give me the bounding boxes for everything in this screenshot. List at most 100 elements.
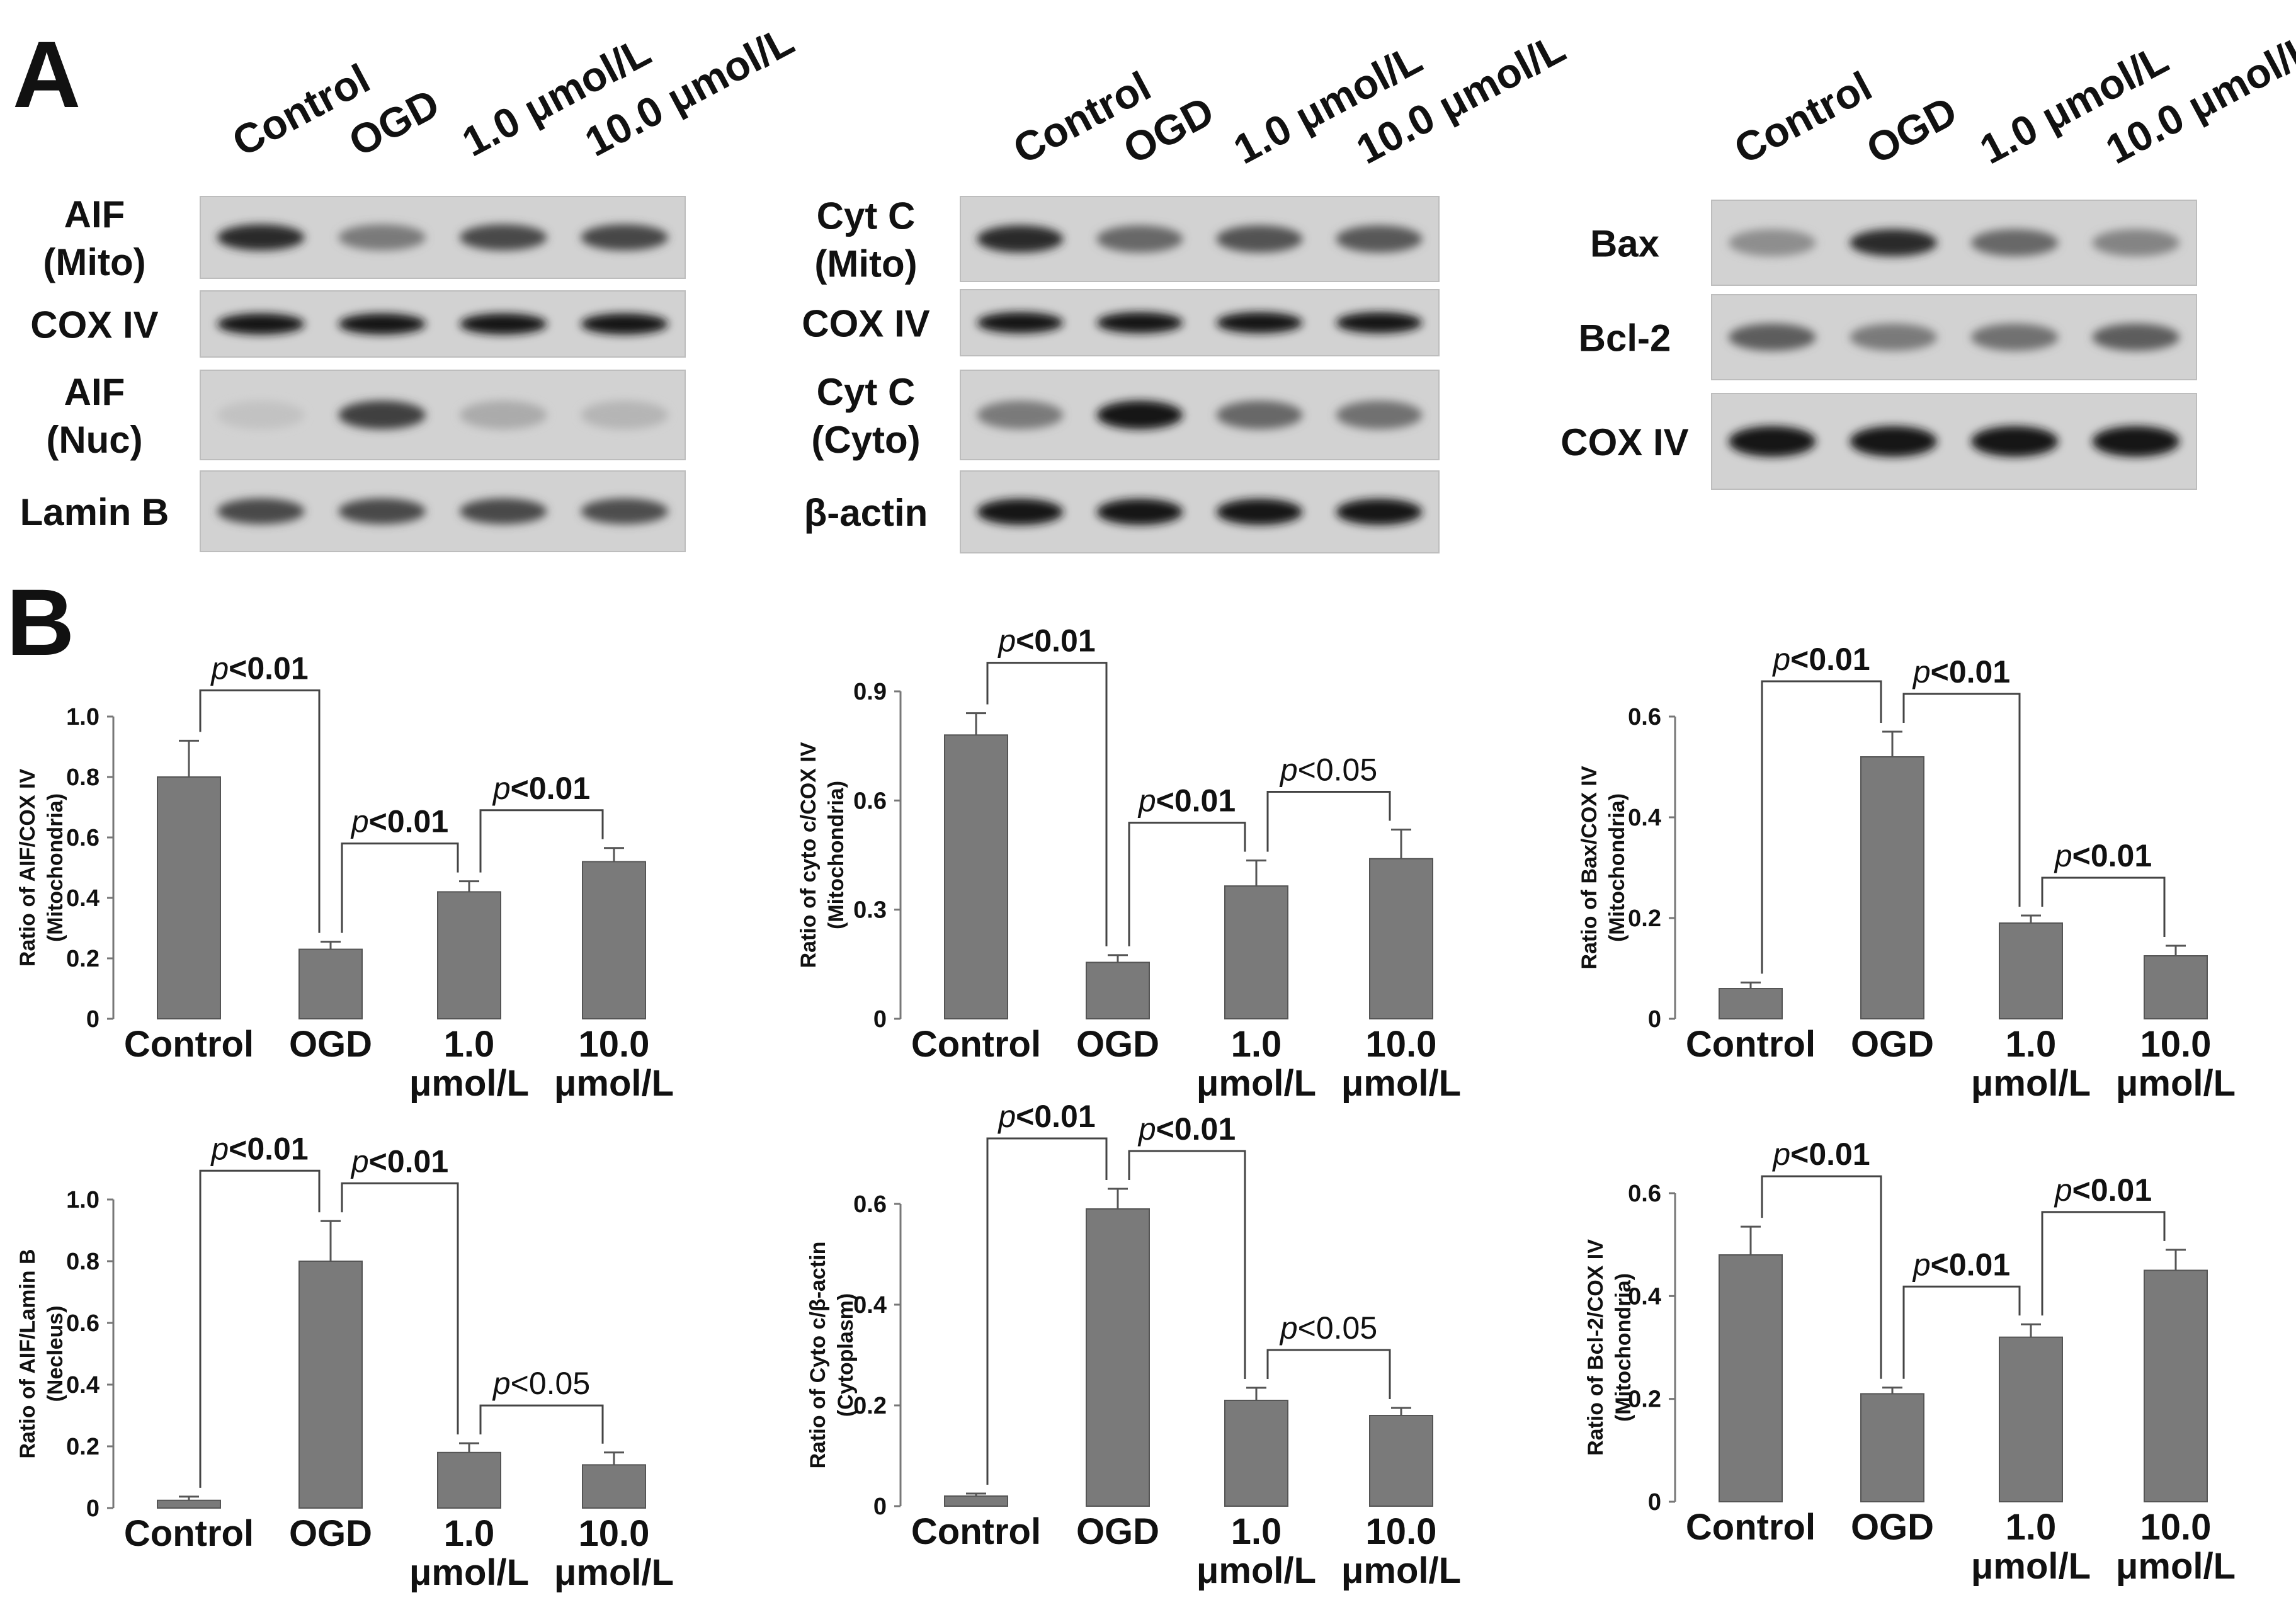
x-tick-label: 10.0	[2140, 1024, 2212, 1065]
bar-3	[582, 861, 646, 1020]
blot-row: β-actin	[804, 470, 1440, 553]
significance-bracket: p<0.05	[1266, 752, 1391, 852]
y-tick-label: 0.2	[1628, 905, 1661, 932]
chart-5: 0 0.2 0.4 0.6 Ratio of Cyto c/β-actin (Cytopl…	[806, 1099, 1461, 1591]
x-tick-label: 1.0	[2006, 1507, 2057, 1548]
y-tick-label: 0.8	[66, 1249, 99, 1275]
significance-bracket: p<0.01	[1128, 1111, 1246, 1379]
significance-bracket: p<0.01	[1761, 1137, 1882, 1379]
x-tick-label: 10.0	[2140, 1507, 2212, 1548]
blot-band	[1728, 426, 1816, 457]
bracket-line	[1761, 1175, 1882, 1379]
significance-bracket: p<0.01	[341, 804, 459, 933]
blot-row-label: Bcl-2	[1579, 317, 1671, 360]
blot-row-label: COX IV	[30, 304, 158, 346]
y-axis-label: Ratio of AIF/COX IV	[16, 769, 40, 967]
bracket-line	[1266, 1349, 1391, 1399]
significance-bracket: p<0.01	[479, 771, 604, 873]
blot-row: AIF (Mito)	[43, 193, 686, 283]
bracket-line	[341, 1182, 459, 1435]
significance-bracket: p<0.01	[2041, 1172, 2166, 1316]
bar-1	[298, 1261, 363, 1509]
blot-band	[459, 313, 547, 335]
x-tick-label: μmol/L	[1196, 1063, 1316, 1104]
blot-band	[1970, 323, 2059, 351]
bar-3	[1369, 1415, 1433, 1507]
significance-bracket: p<0.01	[2041, 838, 2166, 937]
blot-band	[1336, 400, 1423, 429]
blot-row-label: COX IV	[1560, 421, 1688, 463]
y-axis-label: (Necleus)	[43, 1305, 67, 1402]
blot-row-label: (Nuc)	[46, 419, 142, 461]
x-tick-label: μmol/L	[1971, 1546, 2091, 1587]
x-category-label: OGD	[1851, 1507, 1934, 1548]
x-tick-label: μmol/L	[1196, 1550, 1316, 1591]
blot-band	[1096, 499, 1183, 525]
p-value-label: p<0.05	[492, 1366, 590, 1401]
bracket-line	[1266, 791, 1391, 852]
y-tick-label: 0.4	[1628, 805, 1661, 831]
y-tick-label: 0	[873, 1494, 887, 1520]
x-tick-label: μmol/L	[554, 1063, 674, 1104]
x-tick-label: OGD	[289, 1513, 372, 1554]
bar-3	[2144, 1269, 2208, 1502]
bracket-line	[479, 809, 604, 873]
blot-row-label: (Mito)	[43, 241, 145, 283]
bracket-line	[986, 662, 1108, 946]
panel-label-b: B	[6, 569, 74, 675]
blot-row: Bax	[1590, 200, 2197, 286]
bar-0	[157, 1499, 221, 1509]
bar-1	[1860, 1393, 1924, 1502]
lane-label: Control	[1727, 62, 1879, 173]
bracket-line	[1902, 693, 2021, 907]
blot-band	[459, 224, 547, 251]
y-tick-label: 0.6	[853, 1191, 887, 1218]
chart-3: 0 0.2 0.4 0.6 Ratio of Bax/COX IV (Mitochondr…	[1577, 642, 2236, 1104]
blot-band	[1096, 312, 1183, 334]
x-tick-label: OGD	[1851, 1024, 1934, 1065]
bar-1	[1086, 1208, 1150, 1507]
bracket-line	[1128, 1150, 1246, 1379]
blot-band	[581, 498, 669, 525]
significance-bracket: p<0.05	[479, 1366, 604, 1444]
bar-1	[298, 948, 363, 1019]
blot-row: Cyt C (Mito)	[814, 195, 1440, 285]
blot-band	[1850, 323, 1938, 351]
y-tick-label: 0.9	[853, 679, 887, 705]
y-tick-label: 0	[873, 1006, 887, 1033]
blot-band	[338, 224, 426, 251]
y-axis-label: (Mitochondria)	[1605, 793, 1629, 942]
bar-0	[157, 776, 221, 1019]
blot-row-label: COX IV	[802, 303, 929, 345]
blot-band	[2092, 426, 2180, 457]
y-tick-label: 0.2	[66, 946, 99, 972]
x-category-label: Control	[1686, 1024, 1816, 1065]
blot-row-label: Cyt C	[817, 371, 916, 413]
bracket-line	[1128, 822, 1246, 946]
significance-bracket: p<0.01	[199, 650, 321, 933]
p-value-label: p<0.01	[2054, 838, 2152, 873]
x-tick-label: 10.0	[1366, 1511, 1437, 1552]
significance-bracket: p<0.01	[1902, 654, 2021, 907]
x-category-label: OGD	[1076, 1511, 1159, 1552]
blot-band	[1728, 323, 1816, 351]
blot-band	[1970, 229, 2059, 257]
y-tick-label: 0.6	[66, 825, 99, 851]
blot-band	[581, 313, 669, 335]
blot-band	[459, 400, 547, 429]
x-category-label: Control	[1686, 1507, 1816, 1548]
blot-row: Cyt C (Cyto)	[811, 370, 1440, 461]
p-value-label: p<0.01	[492, 771, 590, 806]
chart-2: 0 0.3 0.6 0.9 Ratio of cyto c/COX IV (Mitocho…	[797, 623, 1461, 1104]
blot-row-label: (Mito)	[814, 243, 917, 285]
p-value-label: p<0.01	[1771, 1137, 1870, 1172]
chart-6: 0 0.2 0.4 0.6 Ratio of Bcl-2/COX IV (Mitochon…	[1584, 1137, 2236, 1587]
blot-band	[338, 498, 426, 525]
p-value-label: p<0.01	[997, 623, 1095, 659]
bracket-line	[986, 1137, 1108, 1485]
y-tick-label: 0.3	[853, 897, 887, 924]
